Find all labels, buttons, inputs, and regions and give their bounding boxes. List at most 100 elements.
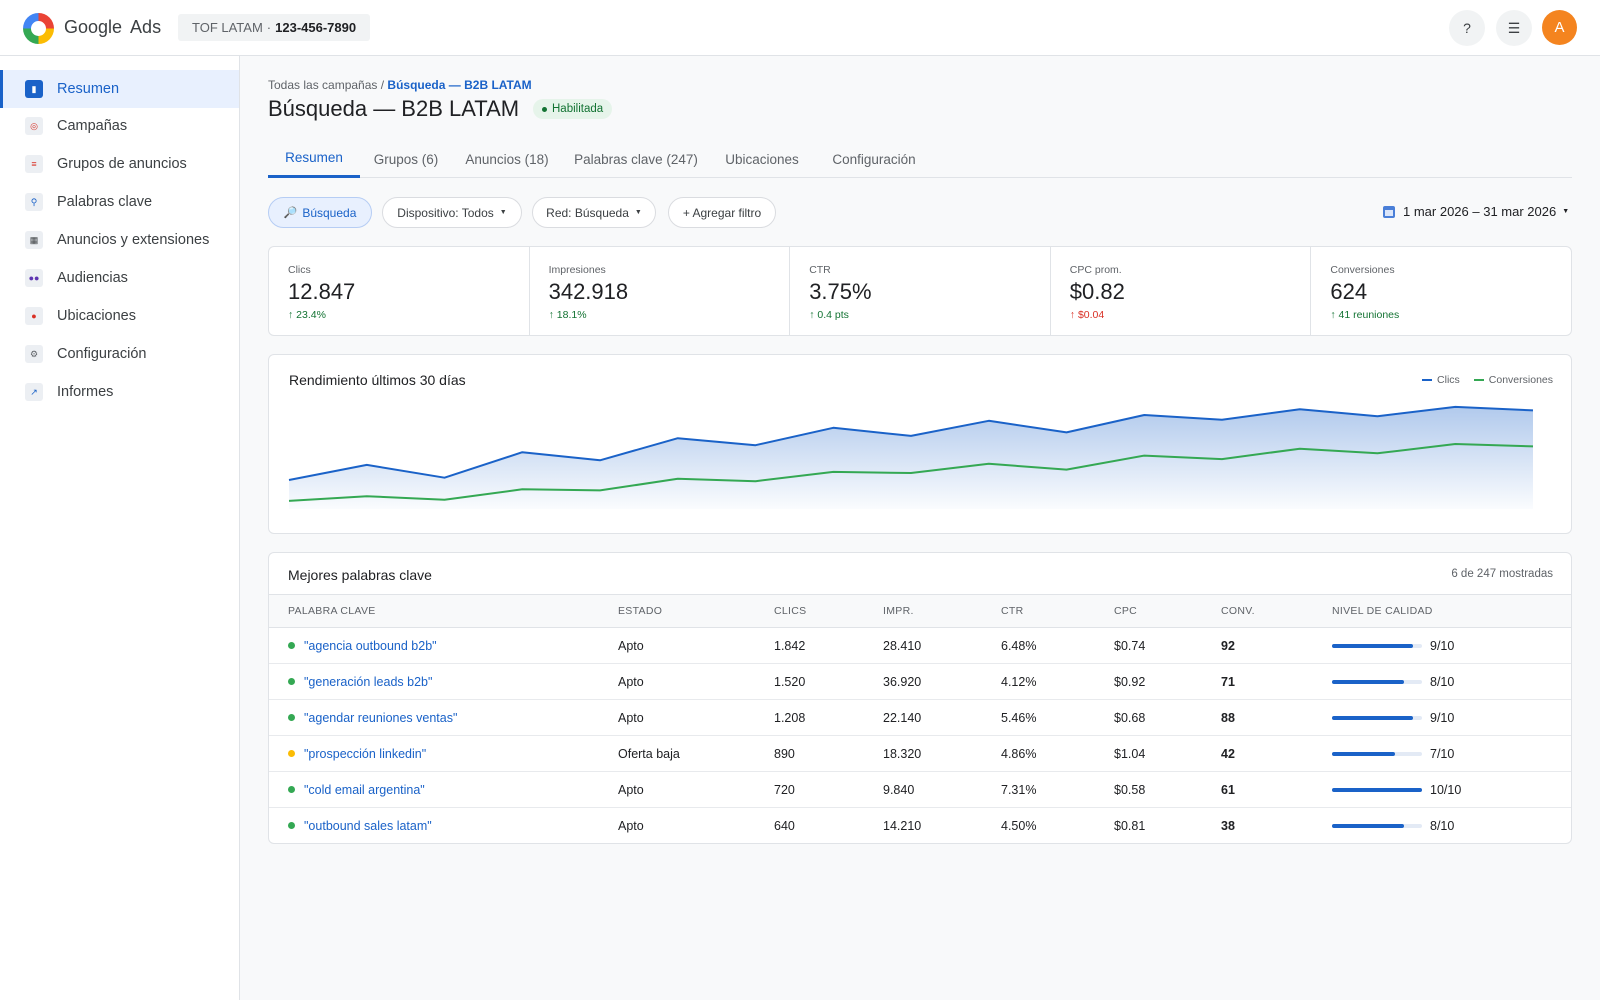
sidebar-item-informes[interactable]: ↗ Informes bbox=[0, 373, 239, 411]
status-cell: Apto bbox=[618, 663, 774, 700]
data-point-0-13[interactable] bbox=[1297, 406, 1303, 412]
column-header-conversions[interactable]: CONV. bbox=[1221, 594, 1332, 628]
data-point-0-4[interactable] bbox=[597, 457, 603, 463]
data-point-1-4[interactable] bbox=[597, 487, 603, 493]
keyword-link[interactable]: "cold email argentina" bbox=[288, 783, 618, 797]
sidebar-item-audiencias[interactable]: ●● Audiencias bbox=[0, 259, 239, 297]
data-point-1-16[interactable] bbox=[1530, 443, 1536, 449]
data-point-1-13[interactable] bbox=[1297, 446, 1303, 452]
keyword-link[interactable]: "generación leads b2b" bbox=[288, 675, 618, 689]
data-point-0-2[interactable] bbox=[442, 475, 448, 481]
data-point-1-10[interactable] bbox=[1064, 467, 1070, 473]
data-point-1-11[interactable] bbox=[1141, 453, 1147, 459]
table-row[interactable]: "agendar reuniones ventas" Apto 1.208 22.14… bbox=[269, 699, 1571, 736]
data-point-0-6[interactable] bbox=[753, 442, 759, 448]
legend-item-conversiones[interactable]: Conversiones bbox=[1473, 374, 1553, 386]
metric-label: Clics bbox=[288, 264, 311, 276]
legend-item-clics[interactable]: Clics bbox=[1422, 374, 1460, 386]
tab-palabras-clave[interactable]: Palabras clave (247) bbox=[574, 151, 698, 167]
data-point-1-8[interactable] bbox=[908, 470, 914, 476]
device-filter-dropdown[interactable]: Dispositivo: Todos ▼ bbox=[382, 197, 522, 228]
data-point-0-5[interactable] bbox=[675, 435, 681, 441]
metric-delta: ↑ $0.04 bbox=[1069, 309, 1105, 321]
data-point-0-0[interactable] bbox=[286, 477, 292, 483]
column-header-clicks[interactable]: CLICS bbox=[774, 594, 883, 628]
sidebar-item-label: Ubicaciones bbox=[57, 308, 136, 324]
table-row[interactable]: "cold email argentina" Apto 720 9.840 7.31% $… bbox=[269, 771, 1571, 808]
data-point-0-16[interactable] bbox=[1530, 407, 1536, 413]
table-row[interactable]: "prospección linkedin" Oferta baja 890 18.3… bbox=[269, 735, 1571, 772]
data-point-0-14[interactable] bbox=[1375, 413, 1381, 419]
metric-card-impresiones[interactable]: Impresiones 342.918 ↑ 18.1% bbox=[530, 247, 791, 335]
sidebar-item-ubicaciones[interactable]: ● Ubicaciones bbox=[0, 297, 239, 335]
column-header-quality[interactable]: NIVEL DE CALIDAD bbox=[1332, 594, 1571, 628]
keyword-link[interactable]: "agencia outbound b2b" bbox=[288, 639, 618, 653]
data-point-0-12[interactable] bbox=[1219, 417, 1225, 423]
data-point-1-14[interactable] bbox=[1375, 450, 1381, 456]
column-header-impressions[interactable]: IMPR. bbox=[883, 594, 1001, 628]
menu-button[interactable]: ☰ bbox=[1496, 10, 1532, 46]
data-point-0-3[interactable] bbox=[519, 449, 525, 455]
performance-chart[interactable] bbox=[269, 355, 1573, 535]
data-point-1-2[interactable] bbox=[442, 497, 448, 503]
quality-bar-fill bbox=[1332, 751, 1395, 756]
metric-card-conversiones[interactable]: Conversiones 624 ↑ 41 reuniones bbox=[1311, 247, 1571, 335]
google-ads-logo-icon[interactable] bbox=[23, 13, 54, 44]
data-point-0-7[interactable] bbox=[830, 425, 836, 431]
table-row[interactable]: "agencia outbound b2b" Apto 1.842 28.410 6.4… bbox=[269, 627, 1571, 664]
series-line-1[interactable] bbox=[288, 443, 1534, 502]
metric-card-cpc[interactable]: CPC prom. $0.82 ↑ $0.04 bbox=[1051, 247, 1312, 335]
data-point-1-1[interactable] bbox=[364, 493, 370, 499]
data-point-0-1[interactable] bbox=[364, 462, 370, 468]
quality-bar-fill bbox=[1332, 679, 1404, 684]
tab-ubicaciones[interactable]: Ubicaciones bbox=[725, 151, 799, 167]
help-button[interactable]: ? bbox=[1449, 10, 1485, 46]
keyword-link[interactable]: "prospección linkedin" bbox=[288, 747, 618, 761]
breadcrumb-separator: / bbox=[377, 78, 388, 92]
data-point-0-11[interactable] bbox=[1141, 412, 1147, 418]
data-point-1-5[interactable] bbox=[675, 476, 681, 482]
sidebar-item-anuncios[interactable]: ▦ Anuncios y extensiones bbox=[0, 221, 239, 259]
metric-card-ctr[interactable]: CTR 3.75% ↑ 0.4 pts bbox=[790, 247, 1051, 335]
data-point-1-15[interactable] bbox=[1452, 441, 1458, 447]
campaign-type-chip[interactable]: 🔎 Búsqueda bbox=[268, 197, 372, 228]
column-header-status[interactable]: ESTADO bbox=[618, 594, 774, 628]
tab-configuracion[interactable]: Configuración bbox=[832, 151, 916, 167]
data-point-1-9[interactable] bbox=[986, 461, 992, 467]
data-point-0-8[interactable] bbox=[908, 433, 914, 439]
network-filter-dropdown[interactable]: Red: Búsqueda ▼ bbox=[532, 197, 656, 228]
data-point-1-0[interactable] bbox=[286, 498, 292, 504]
account-selector[interactable]: TOF LATAM · 123-456-7890 bbox=[178, 14, 371, 41]
data-point-0-9[interactable] bbox=[986, 418, 992, 424]
series-line-0[interactable] bbox=[288, 405, 1534, 481]
tab-resumen[interactable]: Resumen bbox=[268, 140, 360, 178]
sidebar-item-palabras-clave[interactable]: ⚲ Palabras clave bbox=[0, 183, 239, 221]
data-point-1-6[interactable] bbox=[753, 478, 759, 484]
table-row[interactable]: "generación leads b2b" Apto 1.520 36.920 4.1… bbox=[269, 663, 1571, 700]
data-point-1-12[interactable] bbox=[1219, 456, 1225, 462]
column-header-keyword[interactable]: PALABRA CLAVE bbox=[269, 594, 618, 628]
sidebar-item-configuracion[interactable]: ⚙ Configuración bbox=[0, 335, 239, 373]
date-range-picker[interactable]: 1 mar 2026 – 31 mar 2026 ▼ bbox=[1383, 204, 1569, 219]
sidebar-item-grupos[interactable]: ≡ Grupos de anuncios bbox=[0, 145, 239, 183]
tab-grupos[interactable]: Grupos (6) bbox=[373, 151, 439, 167]
keyword-link[interactable]: "outbound sales latam" bbox=[288, 819, 618, 833]
metric-card-clics[interactable]: Clics 12.847 ↑ 23.4% bbox=[269, 247, 530, 335]
table-row[interactable]: "outbound sales latam" Apto 640 14.210 4.50%… bbox=[269, 808, 1571, 844]
data-point-1-7[interactable] bbox=[830, 469, 836, 475]
avatar[interactable]: A bbox=[1542, 10, 1577, 45]
ctr-cell: 4.12% bbox=[1001, 663, 1114, 700]
keyword-link[interactable]: "agendar reuniones ventas" bbox=[288, 711, 618, 725]
add-filter-button[interactable]: + Agregar filtro bbox=[668, 197, 776, 228]
column-header-cpc[interactable]: CPC bbox=[1114, 594, 1221, 628]
sidebar-item-campanas[interactable]: ◎ Campañas bbox=[0, 107, 239, 145]
data-point-0-15[interactable] bbox=[1452, 404, 1458, 410]
data-point-0-10[interactable] bbox=[1064, 429, 1070, 435]
tab-anuncios[interactable]: Anuncios (18) bbox=[465, 151, 549, 167]
sidebar-item-label: Anuncios y extensiones bbox=[57, 232, 210, 248]
breadcrumb-parent[interactable]: Todas las campañas bbox=[268, 78, 378, 92]
ctr-cell: 5.46% bbox=[1001, 699, 1114, 736]
data-point-1-3[interactable] bbox=[519, 486, 525, 492]
column-header-ctr[interactable]: CTR bbox=[1001, 594, 1114, 628]
sidebar-item-resumen[interactable]: ▮ Resumen bbox=[0, 70, 239, 108]
